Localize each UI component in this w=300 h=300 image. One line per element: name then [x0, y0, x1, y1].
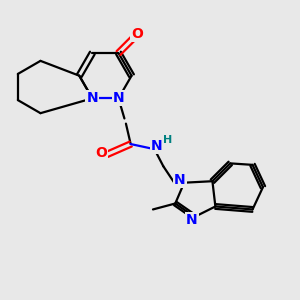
Text: N: N [113, 91, 124, 105]
Text: N: N [186, 213, 197, 227]
Text: N: N [174, 173, 185, 187]
Text: N: N [151, 139, 163, 152]
Text: H: H [163, 135, 172, 145]
Text: O: O [131, 27, 143, 41]
Text: N: N [86, 91, 98, 105]
Text: O: O [95, 146, 107, 160]
